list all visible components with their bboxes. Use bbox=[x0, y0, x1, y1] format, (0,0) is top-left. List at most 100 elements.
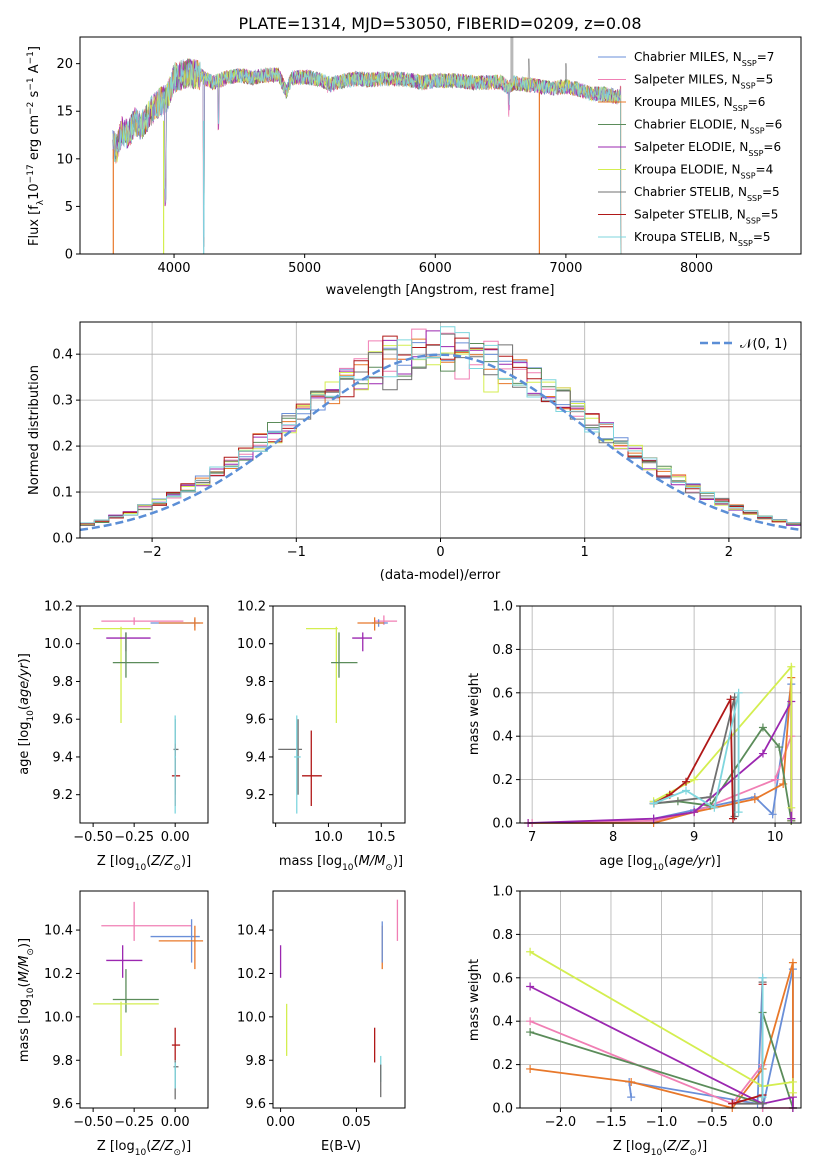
marker bbox=[788, 958, 797, 967]
x-tick-label: 0 bbox=[436, 545, 444, 560]
x-tick-label: 9 bbox=[690, 830, 698, 845]
histograms bbox=[80, 326, 801, 532]
marker bbox=[627, 1077, 636, 1086]
ebv-xlabel: E(B-V) bbox=[321, 1139, 361, 1154]
spectrum-lines bbox=[112, 37, 622, 254]
series-krou_miles bbox=[529, 962, 794, 1110]
y-tick-label: 9.8 bbox=[245, 675, 266, 690]
y-tick-label: 10.2 bbox=[237, 967, 266, 982]
y-tick-label: 15 bbox=[56, 105, 73, 120]
marker bbox=[734, 688, 743, 697]
marker bbox=[728, 814, 737, 823]
marker bbox=[710, 803, 719, 812]
marker bbox=[730, 812, 739, 821]
mass-ylabel: mass [log10(M/M⊙)] bbox=[17, 938, 36, 1062]
marker bbox=[649, 799, 658, 808]
legend-entry: 𝒩(0, 1) bbox=[740, 337, 787, 352]
weight_vs_age-ticks: 7 8 9 10 0.0 0.2 0.4 0.6 0.8 1.0 bbox=[492, 600, 801, 845]
y-tick-label: 1.0 bbox=[492, 885, 513, 900]
marker bbox=[758, 973, 767, 982]
marker bbox=[787, 814, 796, 823]
marker bbox=[690, 808, 699, 817]
y-tick-label: 10.0 bbox=[44, 637, 73, 652]
age_vs_mass-frame bbox=[272, 605, 406, 824]
x-tick-label: 0.05 bbox=[342, 1115, 371, 1130]
x-tick-label: −0.50 bbox=[73, 830, 113, 845]
marker bbox=[788, 1077, 797, 1086]
x-tick-label: 10 bbox=[767, 830, 784, 845]
x-tick-label: 5000 bbox=[288, 261, 321, 276]
mass-Z-xlabel: Z [log10(Z/Z⊙)] bbox=[97, 1139, 191, 1158]
x-tick-label: −2.0 bbox=[545, 1115, 577, 1130]
y-tick-label: 0.4 bbox=[492, 1015, 513, 1030]
marker bbox=[627, 1093, 636, 1102]
figure-title: PLATE=1314, MJD=53050, FIBERID=0209, z=0… bbox=[238, 14, 641, 33]
y-tick-label: 5 bbox=[65, 200, 73, 215]
age-Z-xlabel: Z [log10(Z/Z⊙)] bbox=[97, 854, 191, 873]
x-tick-label: −0.5 bbox=[696, 1115, 728, 1130]
y-tick-label: 0 bbox=[65, 248, 73, 263]
x-tick-label: 8000 bbox=[680, 261, 713, 276]
marker bbox=[771, 775, 780, 784]
marker bbox=[526, 1017, 535, 1026]
spectrum-ylabel: Flux [fλ10−17 erg cm−2 s−1 A−1] bbox=[26, 46, 46, 246]
x-tick-label: 7000 bbox=[549, 261, 582, 276]
x-tick-label: 2 bbox=[725, 545, 733, 560]
gaussian-curve bbox=[80, 353, 801, 532]
x-tick-label: 0.00 bbox=[161, 1115, 190, 1130]
marker bbox=[526, 1028, 535, 1037]
weight_vs_Z-frame bbox=[519, 890, 802, 1109]
weight-age-ylabel: mass weight bbox=[467, 673, 482, 755]
marker bbox=[526, 947, 535, 956]
weight-Z-ylabel: mass weight bbox=[467, 959, 482, 1041]
series-krou_elodie bbox=[529, 951, 794, 1093]
age_vs_Z-frame bbox=[79, 605, 209, 824]
y-tick-label: 0.8 bbox=[492, 643, 513, 658]
x-tick-label: −1.0 bbox=[646, 1115, 678, 1130]
spectrum-chab_elodie bbox=[112, 58, 622, 254]
legend-entry: Salpeter MILES, NSSP=5 bbox=[634, 73, 773, 91]
mass_vs_EBV-errorbars bbox=[279, 899, 399, 1098]
series-salp_elodie bbox=[529, 985, 794, 1108]
marker bbox=[690, 775, 699, 784]
spectrum-xlabel: wavelength [Angstrom, rest frame] bbox=[326, 283, 555, 298]
weight_vs_Z-series bbox=[526, 947, 797, 1112]
y-tick-label: 9.2 bbox=[245, 788, 266, 803]
age-mass-xlabel: mass [log10(M/M⊙)] bbox=[279, 854, 403, 873]
y-tick-label: 9.4 bbox=[245, 750, 266, 765]
marker bbox=[682, 777, 691, 786]
marker bbox=[526, 1064, 535, 1073]
marker bbox=[682, 786, 691, 795]
marker bbox=[758, 1093, 767, 1102]
age_vs_mass-ticks: 10.0 10.5 9.2 9.4 9.6 9.8 10.0 10.2 bbox=[237, 600, 396, 846]
mass_vs_Z-errorbars bbox=[93, 901, 204, 1100]
marker bbox=[649, 814, 658, 823]
marker bbox=[775, 743, 784, 752]
mass_vs_Z-ticks: −0.50 −0.25 0.00 9.6 9.8 10.0 10.2 10.4 bbox=[44, 924, 190, 1130]
y-tick-label: 10.2 bbox=[44, 600, 73, 615]
y-tick-label: 9.8 bbox=[245, 1054, 266, 1069]
legend-entry: Salpeter ELODIE, NSSP=6 bbox=[634, 140, 781, 158]
mass_vs_EBV-ticks: 0.00 0.05 9.6 9.8 10.0 10.2 10.4 bbox=[237, 924, 371, 1130]
series-salp_elodie bbox=[528, 701, 793, 824]
y-tick-label: 10.0 bbox=[44, 1010, 73, 1025]
legend-entry: Kroupa STELIB, NSSP=5 bbox=[634, 230, 771, 248]
marker bbox=[726, 695, 735, 704]
marker bbox=[758, 723, 767, 732]
marker bbox=[526, 982, 535, 991]
hist-frame bbox=[79, 321, 802, 539]
weight_vs_Z-ticks: −2.0 −1.5 −1.0 −0.5 0.0 0.0 0.2 0.4 0.6 0.8 1.0 bbox=[492, 885, 801, 1130]
weight-age-xlabel: age [log10(age/yr)] bbox=[599, 854, 721, 873]
age_vs_mass-errorbars bbox=[278, 615, 398, 814]
x-tick-label: 8 bbox=[609, 830, 617, 845]
y-tick-label: 0.3 bbox=[52, 394, 73, 409]
marker bbox=[787, 662, 796, 671]
y-tick-label: 9.8 bbox=[52, 1054, 73, 1069]
weight-Z-xlabel: Z [log10(Z/Z⊙)] bbox=[613, 1139, 707, 1158]
marker bbox=[706, 792, 715, 801]
age_vs_Z-errorbars bbox=[93, 617, 204, 814]
x-tick-label: −1 bbox=[287, 545, 306, 560]
hist-krou_stelib bbox=[80, 326, 801, 524]
x-tick-label: 0.00 bbox=[161, 830, 190, 845]
